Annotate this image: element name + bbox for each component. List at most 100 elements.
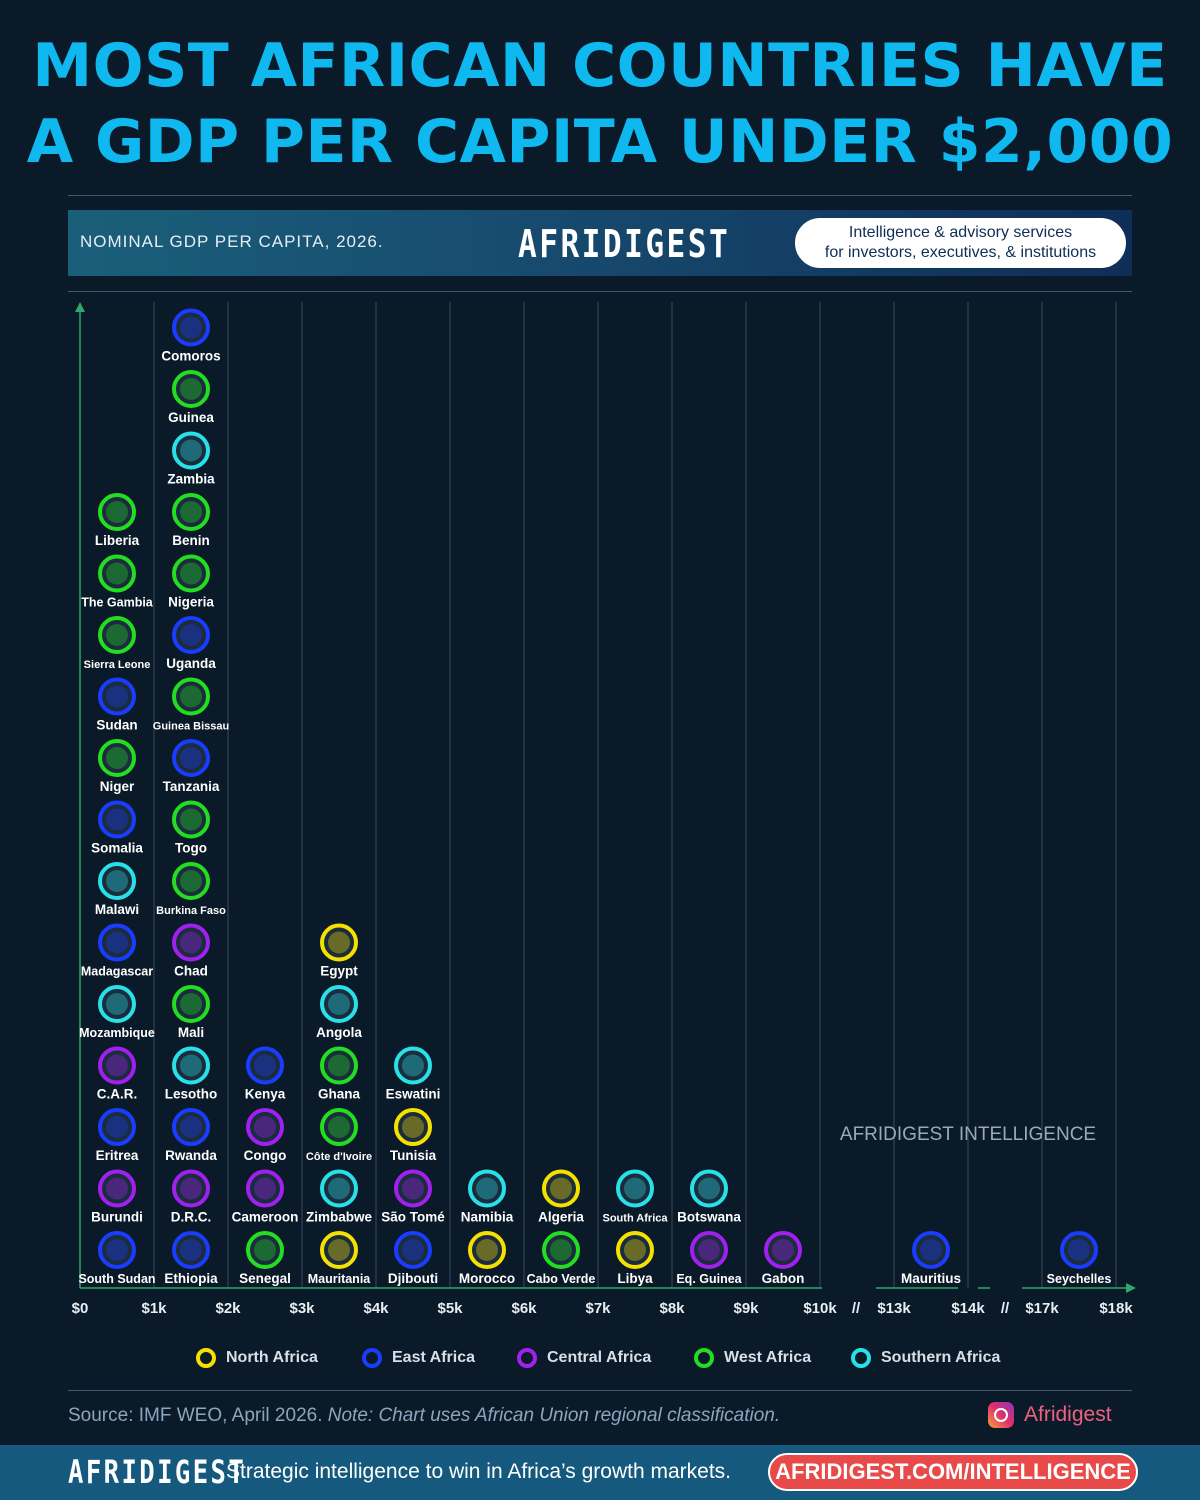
- pill-line-1: Intelligence & advisory services: [848, 224, 1073, 241]
- country-label: Zimbabwe: [306, 1210, 373, 1225]
- country-dot: Tanzania: [163, 739, 220, 794]
- country-label: Madagascar: [81, 965, 153, 979]
- flag-fill: [106, 562, 128, 585]
- flag-icon: [172, 493, 210, 531]
- flag-icon: [616, 1231, 654, 1269]
- legend-dot-icon: [362, 1348, 382, 1368]
- flag-icon: [98, 677, 136, 716]
- flag-fill: [920, 1239, 942, 1261]
- flag-icon: [98, 1046, 136, 1085]
- flag-fill: [106, 747, 128, 769]
- flag-icon: [246, 1108, 284, 1146]
- flag-icon: [98, 1231, 136, 1269]
- legend-dot-icon: [694, 1348, 714, 1368]
- flag-fill: [254, 1239, 276, 1261]
- flag-fill: [476, 1239, 498, 1261]
- flag-icon: [616, 1169, 654, 1208]
- flag-icon: [172, 1046, 210, 1085]
- flag-icon: [98, 1169, 136, 1208]
- country-label: Guinea Bissau: [153, 721, 229, 733]
- page-title-line-2: A GDP PER CAPITA UNDER $2,000: [26, 107, 1174, 177]
- footer-logo: AFRIDIGEST: [68, 1453, 247, 1491]
- flag-fill: [402, 1054, 424, 1077]
- flag-fill: [106, 685, 128, 708]
- flag-icon: [542, 1169, 580, 1208]
- flag-fill: [328, 1054, 350, 1077]
- flag-fill: [180, 316, 202, 339]
- instagram-handle: Afridigest: [1024, 1403, 1112, 1426]
- x-tick-label: $17k: [1025, 1300, 1059, 1317]
- country-dot: C.A.R.: [97, 1046, 137, 1102]
- x-axis-arrow: [1126, 1283, 1136, 1293]
- country-label: Namibia: [461, 1210, 514, 1225]
- flag-icon: [394, 1046, 432, 1085]
- country-label: Ghana: [318, 1087, 361, 1102]
- country-dot: Liberia: [95, 493, 140, 548]
- x-tick-label: $5k: [437, 1300, 463, 1317]
- flag-icon: [320, 1169, 358, 1208]
- country-label: South Africa: [603, 1213, 669, 1225]
- flag-fill: [254, 1054, 276, 1077]
- instagram-link[interactable]: Afridigest: [988, 1402, 1112, 1428]
- country-dot: Malawi: [95, 862, 139, 917]
- country-label: Somalia: [91, 841, 143, 856]
- flag-fill: [550, 1177, 572, 1200]
- flag-fill: [254, 1116, 276, 1138]
- flag-icon: [468, 1169, 506, 1208]
- country-dot: Mauritius: [901, 1231, 961, 1286]
- country-label: Nigeria: [168, 595, 214, 610]
- legend-item: East Africa: [362, 1348, 475, 1368]
- flag-fill: [180, 870, 202, 892]
- flag-fill: [106, 624, 128, 646]
- country-label: Togo: [175, 841, 207, 856]
- flag-icon: [320, 923, 358, 962]
- intelligence-link-button[interactable]: AFRIDIGEST.COM/INTELLIGENCE: [768, 1453, 1138, 1491]
- flag-fill: [180, 747, 202, 769]
- legend-dot-icon: [196, 1348, 216, 1368]
- flag-fill: [106, 1177, 128, 1200]
- country-dot: Sudan: [96, 677, 138, 733]
- country-label: Côte d'Ivoire: [306, 1151, 372, 1163]
- country-label: The Gambia: [81, 596, 154, 610]
- x-tick-label: $10k: [803, 1300, 837, 1317]
- country-label: Algeria: [538, 1210, 584, 1225]
- country-label: Libya: [617, 1271, 653, 1286]
- country-label: Seychelles: [1047, 1272, 1112, 1286]
- flag-fill: [180, 501, 202, 523]
- flag-fill: [328, 1177, 350, 1200]
- flag-fill: [624, 1177, 646, 1200]
- watermark: AFRIDIGEST INTELLIGENCE: [840, 1124, 1096, 1145]
- country-dot: Eritrea: [96, 1108, 139, 1163]
- source-text: Source: IMF WEO, April 2026.: [68, 1405, 328, 1426]
- flag-fill: [106, 1239, 128, 1261]
- x-tick-label: $8k: [659, 1300, 685, 1317]
- instagram-icon: [988, 1402, 1014, 1428]
- flag-fill: [402, 1116, 424, 1138]
- legend-item: North Africa: [196, 1348, 318, 1368]
- flag-fill: [180, 993, 202, 1015]
- country-dot: Namibia: [461, 1169, 514, 1225]
- x-tick-label: $13k: [877, 1300, 911, 1317]
- country-dot: Gabon: [762, 1231, 804, 1286]
- flag-fill: [180, 808, 202, 831]
- country-dot: Lesotho: [165, 1046, 218, 1102]
- legend-label: East Africa: [392, 1349, 475, 1366]
- flag-fill: [106, 870, 128, 892]
- flag-icon: [98, 739, 136, 777]
- country-dot: D.R.C.: [171, 1169, 211, 1225]
- flag-fill: [180, 1054, 202, 1077]
- flag-fill: [180, 685, 202, 708]
- country-label: Angola: [316, 1025, 362, 1040]
- country-label: Niger: [100, 779, 135, 794]
- flag-fill: [180, 1116, 202, 1138]
- flag-fill: [106, 1116, 128, 1138]
- country-dot: Ghana: [318, 1046, 361, 1102]
- country-label: Lesotho: [165, 1087, 218, 1102]
- flag-icon: [1060, 1231, 1098, 1269]
- country-label: Eritrea: [96, 1148, 139, 1163]
- country-label: Botswana: [677, 1210, 741, 1225]
- country-dot: Sierra Leone: [84, 616, 150, 671]
- country-label: Tanzania: [163, 779, 220, 794]
- flag-icon: [172, 554, 210, 593]
- country-dot: Angola: [316, 985, 362, 1040]
